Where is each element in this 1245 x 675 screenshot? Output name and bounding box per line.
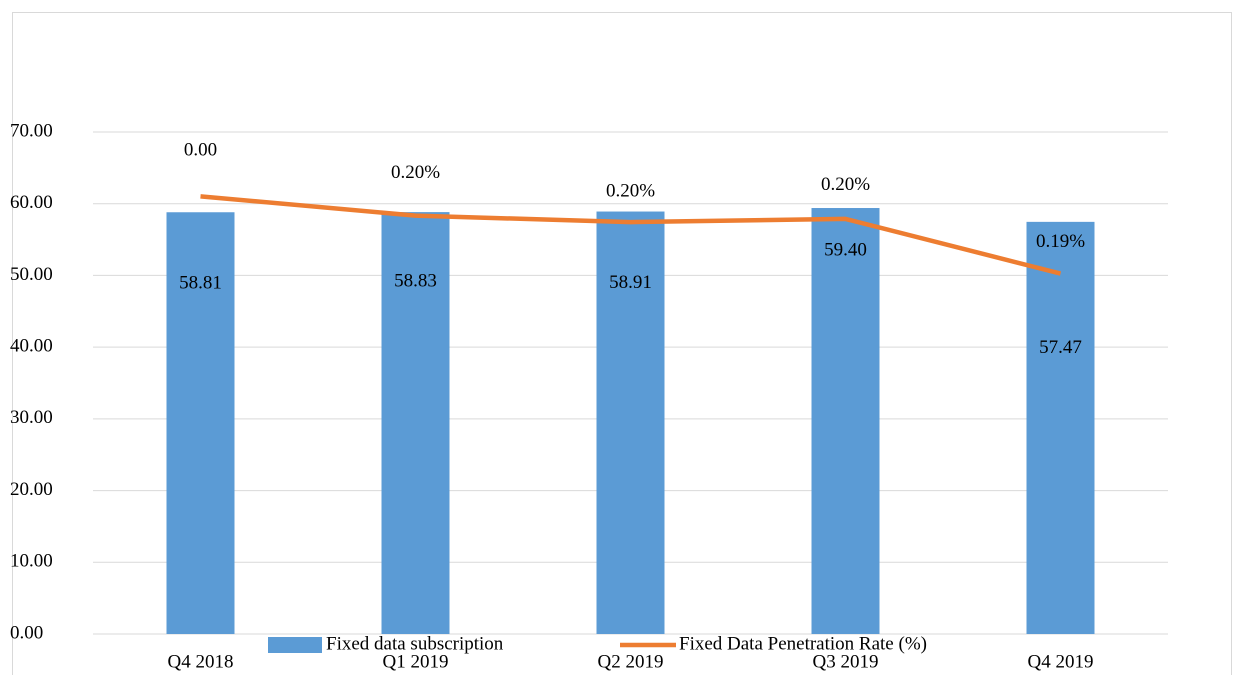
bar <box>1026 221 1095 634</box>
y-tick-label: 0.00 <box>10 622 43 643</box>
y-tick-label: 10.00 <box>10 551 53 572</box>
y-tick-label: 40.00 <box>10 336 53 357</box>
line-value-label: 0.00 <box>184 140 217 161</box>
x-tick-label: Q2 2019 <box>598 651 664 672</box>
line-value-label: 0.19% <box>1036 231 1085 252</box>
y-tick-label: 30.00 <box>10 407 53 428</box>
bar-value-label: 58.91 <box>609 272 652 293</box>
line <box>200 194 1062 276</box>
bar-value-label: 59.40 <box>824 239 867 260</box>
bar <box>166 212 235 634</box>
y-tick-label: 60.00 <box>10 192 53 213</box>
y-tick-label: 70.00 <box>10 120 53 141</box>
x-tick-label: Q1 2019 <box>383 651 449 672</box>
bar-value-label: 57.47 <box>1039 337 1082 358</box>
legend-label: Fixed data subscription <box>326 633 504 654</box>
line-value-label: 0.20% <box>821 174 870 195</box>
bar-value-label: 58.81 <box>179 273 222 294</box>
chart-frame <box>12 12 1232 675</box>
x-tick-label: Q4 2019 <box>1028 651 1094 672</box>
line-value-label: 0.20% <box>606 180 655 201</box>
line-value-label: 0.20% <box>391 162 440 183</box>
y-tick-label: 20.00 <box>10 479 53 500</box>
y-tick-label: 50.00 <box>10 264 53 285</box>
legend-swatch <box>268 637 322 653</box>
bar <box>381 212 450 634</box>
x-tick-label: Q4 2018 <box>168 651 234 672</box>
bar <box>596 211 665 635</box>
legend-label: Fixed Data Penetration Rate (%) <box>679 633 927 654</box>
x-tick-label: Q3 2019 <box>813 651 879 672</box>
bar <box>811 208 880 634</box>
bar-value-label: 58.83 <box>394 270 437 291</box>
